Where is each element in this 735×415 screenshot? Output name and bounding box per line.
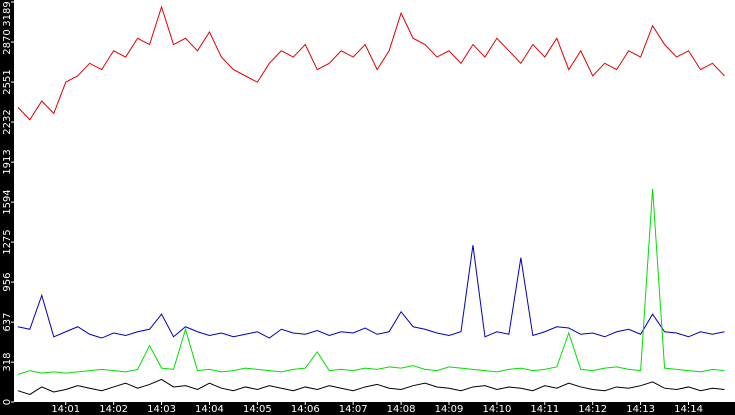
series-line	[17, 5, 725, 121]
x-tick-label: 14:12	[578, 404, 607, 415]
y-tick-label: 0	[2, 399, 13, 405]
y-tick-label: 2232	[2, 109, 13, 134]
x-tick-label: 14:08	[387, 404, 416, 415]
y-tick-label: 956	[2, 273, 13, 292]
series-line	[17, 378, 725, 396]
x-tick-label: 14:11	[530, 404, 559, 415]
y-tick-label: 1913	[2, 149, 13, 174]
x-tick-label: 14:10	[482, 404, 511, 415]
series-line	[17, 188, 725, 375]
y-tick-label: 1594	[2, 189, 13, 214]
x-tick-label: 14:13	[626, 404, 655, 415]
x-tick-label: 14:02	[99, 404, 128, 415]
y-axis-strip	[0, 0, 14, 415]
plot-area	[14, 0, 735, 402]
y-tick-label: 318	[2, 353, 13, 372]
x-axis-strip	[0, 402, 735, 415]
x-tick-label: 14:06	[291, 404, 320, 415]
x-tick-label: 14:01	[51, 404, 80, 415]
x-tick-label: 14:14	[674, 404, 703, 415]
y-tick-label: 3189	[2, 1, 13, 26]
y-tick-label: 2551	[2, 69, 13, 94]
x-tick-label: 14:09	[435, 404, 464, 415]
y-tick-label: 1275	[2, 229, 13, 254]
y-tick-label: 637	[2, 313, 13, 332]
x-tick-label: 14:05	[243, 404, 272, 415]
series-line	[17, 245, 725, 339]
x-tick-label: 14:04	[195, 404, 224, 415]
y-tick-label: 2870	[2, 29, 13, 54]
x-tick-label: 14:07	[339, 404, 368, 415]
x-tick-label: 14:03	[147, 404, 176, 415]
